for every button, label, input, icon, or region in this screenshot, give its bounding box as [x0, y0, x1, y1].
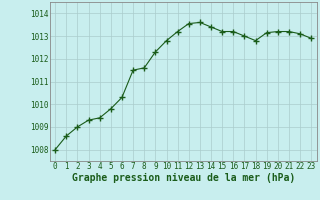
X-axis label: Graphe pression niveau de la mer (hPa): Graphe pression niveau de la mer (hPa)	[72, 173, 295, 183]
